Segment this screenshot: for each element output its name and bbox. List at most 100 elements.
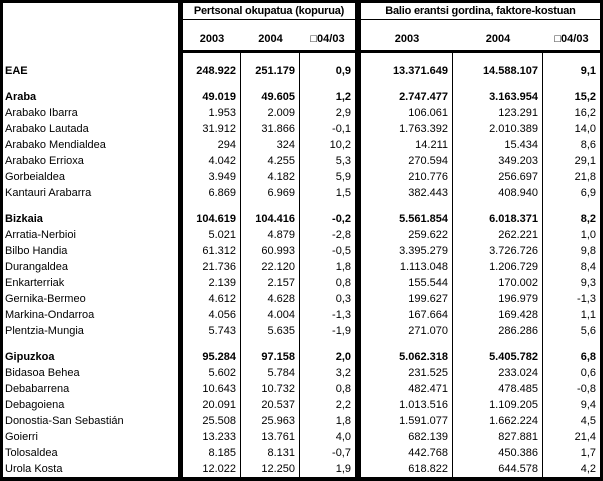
value-cell: 482.471 [361, 381, 453, 397]
table-row: Gorbeialdea 3.949 4.182 5,9 210.776 256.… [3, 169, 600, 185]
table-row: Enkarterriak 2.139 2.157 0,8 155.544 170… [3, 275, 600, 291]
col-header-delta: □04/03 [300, 20, 355, 53]
value-cell: 0,8 [335, 383, 351, 395]
value-cell: 14,0 [574, 123, 596, 135]
value-cell: 0,6 [580, 367, 596, 379]
group-divider [355, 291, 361, 307]
value-cell: 231.525 [361, 365, 453, 381]
col-header-delta: □04/03 [543, 20, 600, 53]
value-cell: -1,3 [332, 309, 351, 321]
value-cell: 271.070 [361, 323, 453, 339]
group-divider [355, 185, 361, 201]
value-cell: 6,8 [580, 351, 596, 363]
group-divider [355, 211, 361, 227]
value-cell: 382.443 [361, 185, 453, 201]
corner-cell [3, 20, 183, 53]
value-cell: 324 [241, 137, 300, 153]
value-cell: 5,6 [580, 325, 596, 337]
value-cell: 3.949 [183, 169, 241, 185]
section-spacer-row [3, 79, 600, 89]
table-row: EAE 248.922 251.179 0,9 13.371.649 14.58… [3, 53, 600, 79]
value-cell: 6.869 [183, 185, 241, 201]
value-cell: 61.312 [183, 243, 241, 259]
value-cell: 2.009 [241, 105, 300, 121]
value-cell: 2,9 [335, 107, 351, 119]
group-divider [355, 137, 361, 153]
value-cell: 13.371.649 [361, 53, 453, 79]
value-cell: 294 [183, 137, 241, 153]
region-name-cell: Tolosaldea [3, 445, 183, 461]
value-cell: 8,4 [580, 261, 596, 273]
value-cell: 4.612 [183, 291, 241, 307]
group-header-row: Pertsonal okupatua (kopurua) Balio erant… [3, 3, 600, 20]
table-row: Bizkaia 104.619 104.416 -0,2 5.561.854 6… [3, 211, 600, 227]
value-cell: 644.578 [453, 461, 543, 477]
value-cell: 21,4 [574, 431, 596, 443]
group-divider [355, 79, 361, 89]
value-cell: 20.537 [241, 397, 300, 413]
value-cell: 827.881 [453, 429, 543, 445]
value-cell: 155.544 [361, 275, 453, 291]
value-cell: 31.866 [241, 121, 300, 137]
value-cell: 49.605 [241, 89, 300, 105]
group-divider [355, 53, 361, 79]
col-header-2004: 2004 [453, 20, 543, 53]
region-name-cell: Gorbeialdea [3, 169, 183, 185]
region-name-cell: Durangaldea [3, 259, 183, 275]
value-cell: 2.139 [183, 275, 241, 291]
value-cell: 4.879 [241, 227, 300, 243]
value-cell: 0,8 [335, 277, 351, 289]
value-cell: 5.602 [183, 365, 241, 381]
value-cell: 16,2 [574, 107, 596, 119]
value-cell: 4.004 [241, 307, 300, 323]
region-name-cell: EAE [3, 53, 183, 79]
group-divider [355, 275, 361, 291]
value-cell: 22.120 [241, 259, 300, 275]
value-cell: 4.056 [183, 307, 241, 323]
table-row: Plentzia-Mungia 5.743 5.635 -1,9 271.070… [3, 323, 600, 339]
table-row: Debagoiena 20.091 20.537 2,2 1.013.516 1… [3, 397, 600, 413]
value-cell: 5.743 [183, 323, 241, 339]
value-cell: 4,0 [335, 431, 351, 443]
section-spacer-row [3, 339, 600, 349]
group-divider [355, 349, 361, 365]
value-cell: -0,2 [332, 213, 351, 225]
value-cell: 1,0 [580, 229, 596, 241]
value-cell: 9,1 [580, 65, 596, 77]
value-cell: 14.211 [361, 137, 453, 153]
value-cell: 1,7 [580, 447, 596, 459]
value-cell: 1.113.048 [361, 259, 453, 275]
value-cell: 25.963 [241, 413, 300, 429]
value-cell: 1.953 [183, 105, 241, 121]
region-name-cell: Bidasoa Behea [3, 365, 183, 381]
value-cell: 5,9 [335, 171, 351, 183]
region-name-cell: Arabako Ibarra [3, 105, 183, 121]
table-row: Debabarrena 10.643 10.732 0,8 482.471 47… [3, 381, 600, 397]
value-cell: 408.940 [453, 185, 543, 201]
value-cell: 2,2 [335, 399, 351, 411]
value-cell: 682.139 [361, 429, 453, 445]
group-divider [355, 461, 361, 477]
value-cell: 0,9 [335, 65, 351, 77]
group-divider [355, 413, 361, 429]
group-divider [355, 243, 361, 259]
value-cell: -0,5 [332, 245, 351, 257]
table-row: Bidasoa Behea 5.602 5.784 3,2 231.525 23… [3, 365, 600, 381]
value-cell: 2,0 [335, 351, 351, 363]
value-cell: 9,3 [580, 277, 596, 289]
region-name-cell: Debagoiena [3, 397, 183, 413]
group-divider [355, 429, 361, 445]
table-body: EAE 248.922 251.179 0,9 13.371.649 14.58… [3, 53, 600, 477]
value-cell: 95.284 [183, 349, 241, 365]
value-cell: 618.822 [361, 461, 453, 477]
table-row: Gernika-Bermeo 4.612 4.628 0,3 199.627 1… [3, 291, 600, 307]
value-cell: -0,8 [577, 383, 596, 395]
value-cell: 12.250 [241, 461, 300, 477]
value-cell: 97.158 [241, 349, 300, 365]
value-cell: 104.416 [241, 211, 300, 227]
table-row: Gipuzkoa 95.284 97.158 2,0 5.062.318 5.4… [3, 349, 600, 365]
group-divider [355, 20, 361, 53]
value-cell: 106.061 [361, 105, 453, 121]
value-cell: 4,2 [580, 463, 596, 475]
region-name-cell: Kantauri Arabarra [3, 185, 183, 201]
